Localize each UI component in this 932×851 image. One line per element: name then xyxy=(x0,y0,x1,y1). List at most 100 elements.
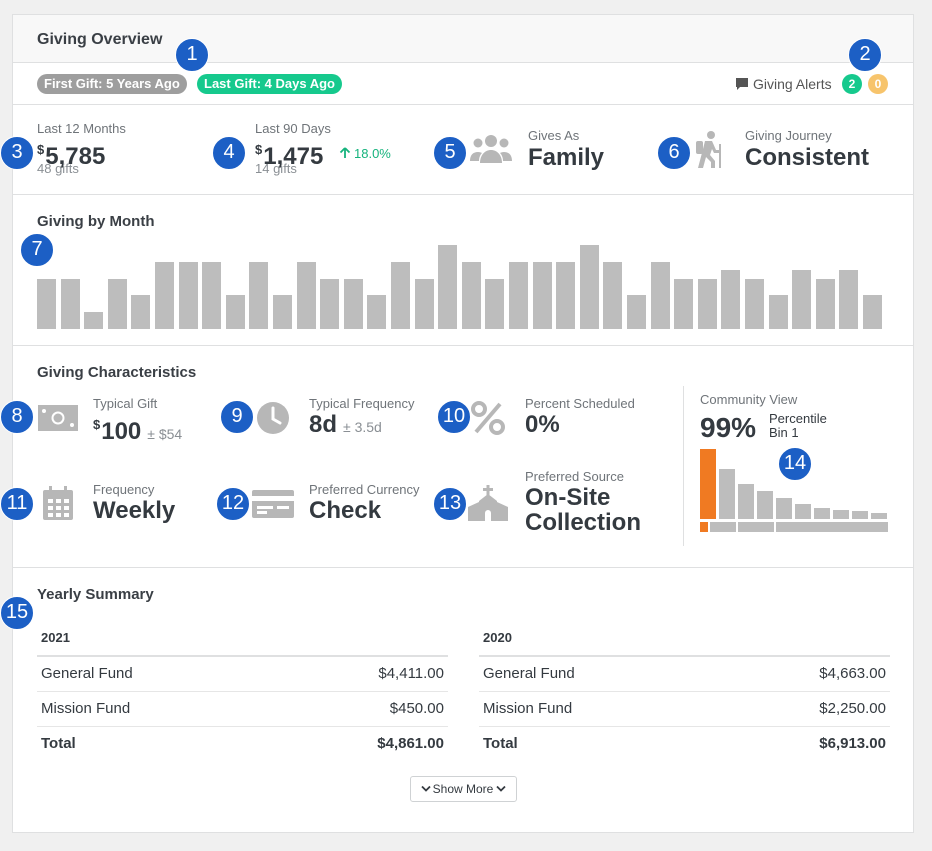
callout-badge: 1 xyxy=(175,38,209,72)
month-bar[interactable] xyxy=(344,279,363,329)
callout-badge: 11 xyxy=(0,487,34,521)
yearly-summary-table-2020: 2020 General Fund $4,663.00 Mission Fund $… xyxy=(479,620,890,761)
preferred-currency-value: Check xyxy=(309,497,382,524)
month-bar[interactable] xyxy=(249,262,268,329)
month-bar[interactable] xyxy=(533,262,552,329)
hiking-icon xyxy=(696,131,721,168)
fund-amount: $4,411.00 xyxy=(271,656,448,692)
month-bar[interactable] xyxy=(273,295,292,329)
giving-alerts-label: Giving Alerts xyxy=(753,76,832,92)
month-bar[interactable] xyxy=(792,270,811,329)
last90-trend: 18.0% xyxy=(339,146,391,161)
total-row: Total $4,861.00 xyxy=(37,726,448,761)
church-icon xyxy=(468,485,508,521)
month-bar[interactable] xyxy=(61,279,80,329)
users-icon xyxy=(470,135,512,163)
show-more-button[interactable]: Show More xyxy=(410,776,517,802)
last12-gifts: 48 gifts xyxy=(37,161,79,176)
month-bar[interactable] xyxy=(603,262,622,329)
callout-badge: 8 xyxy=(0,400,34,434)
month-bar[interactable] xyxy=(367,295,386,329)
month-bar[interactable] xyxy=(297,262,316,329)
month-bar[interactable] xyxy=(462,262,481,329)
community-view-label: Community View xyxy=(700,392,798,407)
month-bar[interactable] xyxy=(415,279,434,329)
community-bin-bar xyxy=(833,510,849,519)
community-bin-bar xyxy=(814,508,830,519)
month-bar[interactable] xyxy=(37,279,56,329)
month-bar[interactable] xyxy=(226,295,245,329)
chevron-down-icon xyxy=(496,785,506,792)
percent-scheduled-value: 0% xyxy=(525,411,560,438)
month-bar[interactable] xyxy=(627,295,646,329)
month-bar[interactable] xyxy=(698,279,717,329)
year-header: 2021 xyxy=(37,620,448,657)
callout-badge: 14 xyxy=(778,447,812,481)
table-row: Mission Fund $2,250.00 xyxy=(479,691,890,727)
alerts-green-count[interactable]: 2 xyxy=(842,74,862,94)
table-row: General Fund $4,663.00 xyxy=(479,656,890,692)
divider xyxy=(13,194,913,195)
fund-name: General Fund xyxy=(479,656,714,692)
community-bin-bar xyxy=(738,484,754,519)
total-amount: $6,913.00 xyxy=(819,735,886,753)
month-bar[interactable] xyxy=(391,262,410,329)
community-strip-segment xyxy=(710,522,736,532)
giving-alerts[interactable]: Giving Alerts xyxy=(735,74,832,94)
month-bar[interactable] xyxy=(108,279,127,329)
month-bar[interactable] xyxy=(485,279,504,329)
month-bar[interactable] xyxy=(863,295,882,329)
typical-gift-value: $100 ± $54 xyxy=(93,417,183,445)
preferred-source-value-line2: Collection xyxy=(525,509,642,536)
table-row: Mission Fund $450.00 xyxy=(37,691,448,727)
month-bar[interactable] xyxy=(179,262,198,329)
preferred-currency-label: Preferred Currency xyxy=(309,482,420,497)
month-bar[interactable] xyxy=(721,270,740,329)
month-bar[interactable] xyxy=(438,245,457,329)
callout-badge: 13 xyxy=(433,487,467,521)
last90-label: Last 90 Days xyxy=(255,121,331,136)
month-bar[interactable] xyxy=(509,262,528,329)
fund-amount: $4,663.00 xyxy=(713,656,890,692)
month-bar[interactable] xyxy=(769,295,788,329)
fund-name: Mission Fund xyxy=(37,691,272,727)
month-bar[interactable] xyxy=(839,270,858,329)
percent-scheduled-label: Percent Scheduled xyxy=(525,396,635,411)
total-label: Total xyxy=(483,735,518,753)
clock-icon xyxy=(257,402,289,434)
giving-characteristics-title: Giving Characteristics xyxy=(37,364,197,381)
yearly-summary-table-2021: 2021 General Fund $4,411.00 Mission Fund $… xyxy=(37,620,448,761)
yearly-summary-title: Yearly Summary xyxy=(37,586,154,603)
frequency-value: Weekly xyxy=(93,497,176,524)
callout-badge: 12 xyxy=(216,487,250,521)
alerts-yellow-count[interactable]: 0 xyxy=(868,74,888,94)
last90-gifts: 14 gifts xyxy=(255,161,297,176)
community-bin-bar xyxy=(757,491,773,519)
last-gift-badge: Last Gift: 4 Days Ago xyxy=(197,74,342,94)
month-bar[interactable] xyxy=(745,279,764,329)
table-row: General Fund $4,411.00 xyxy=(37,656,448,692)
gives-as-label: Gives As xyxy=(528,128,580,143)
preferred-source-label: Preferred Source xyxy=(525,469,624,484)
month-bar[interactable] xyxy=(674,279,693,329)
month-bar[interactable] xyxy=(651,262,670,329)
month-bar[interactable] xyxy=(556,262,575,329)
month-bar[interactable] xyxy=(131,295,150,329)
callout-badge: 15 xyxy=(0,596,34,630)
journey-value: Consistent xyxy=(745,144,870,171)
percentile-label: Percentile xyxy=(769,411,827,426)
percent-icon xyxy=(471,401,505,435)
arrow-up-icon xyxy=(339,147,351,158)
money-bill-icon xyxy=(38,405,78,431)
month-bar[interactable] xyxy=(580,245,599,329)
month-bar[interactable] xyxy=(84,312,103,329)
month-bar[interactable] xyxy=(155,262,174,329)
month-bar[interactable] xyxy=(320,279,339,329)
calendar-icon xyxy=(43,486,73,520)
month-bar[interactable] xyxy=(816,279,835,329)
divider xyxy=(13,104,913,105)
show-more-label: Show More xyxy=(432,782,494,796)
month-bar[interactable] xyxy=(202,262,221,329)
year-header: 2020 xyxy=(479,620,890,657)
divider xyxy=(13,345,913,346)
